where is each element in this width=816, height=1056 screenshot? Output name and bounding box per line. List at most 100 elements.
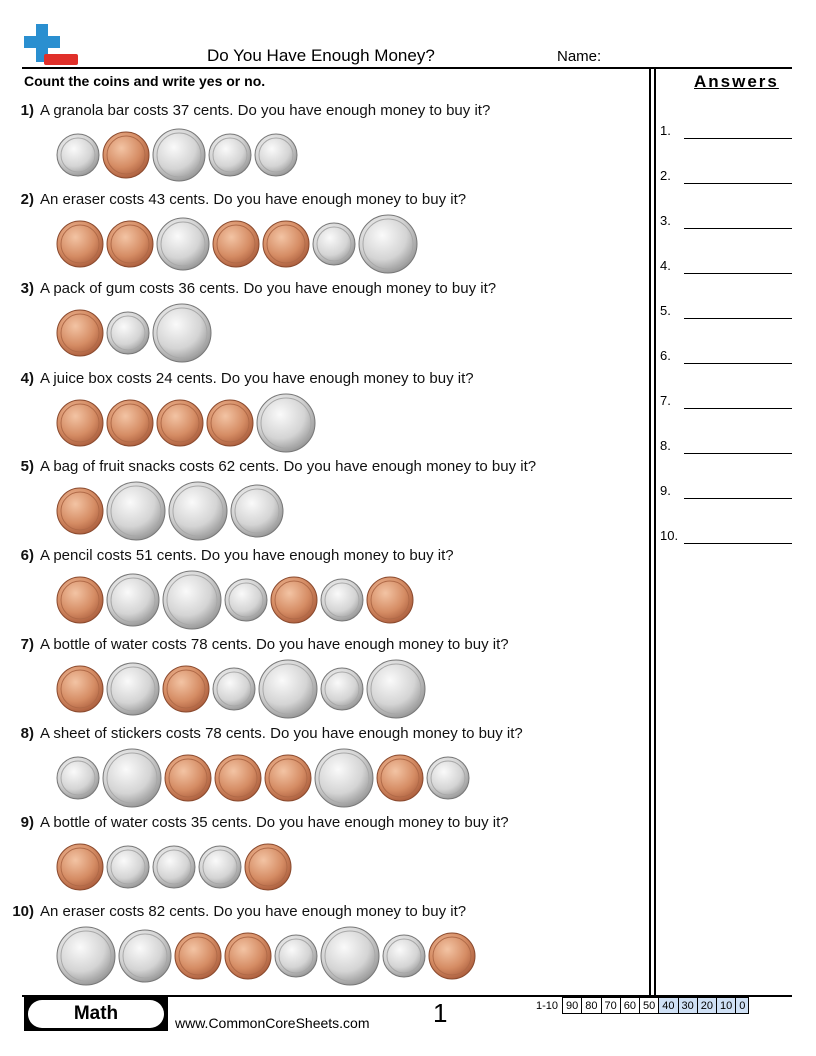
- coin: [156, 217, 210, 271]
- question-text: An eraser costs 82 cents. Do you have en…: [40, 903, 467, 920]
- coin-rim: [110, 666, 156, 712]
- answer-line: [684, 318, 792, 319]
- coin-rim: [60, 669, 100, 709]
- answer-line: [684, 498, 792, 499]
- answers-title: Answers: [694, 72, 779, 91]
- coin-rim: [258, 137, 294, 173]
- question-text: A bottle of water costs 35 cents. Do you…: [40, 814, 509, 831]
- coin: [314, 748, 374, 808]
- coin-rim: [166, 669, 206, 709]
- score-cell: 90: [562, 997, 583, 1014]
- question: 4) A juice box costs 24 cents. Do you hav…: [6, 370, 474, 387]
- coin-rim: [324, 930, 376, 982]
- coin: [102, 748, 162, 808]
- coin: [212, 220, 260, 268]
- coin-rim: [386, 938, 422, 974]
- answer-line: [684, 273, 792, 274]
- coin-rim: [156, 307, 208, 359]
- question-number: 10): [12, 903, 34, 920]
- coin-rim: [110, 849, 146, 885]
- coin-rim: [274, 580, 314, 620]
- coin: [224, 932, 272, 980]
- score-cell: 40: [658, 997, 679, 1014]
- coin-rim: [216, 671, 252, 707]
- coin: [224, 578, 268, 622]
- coin: [56, 399, 104, 447]
- question-text: An eraser costs 43 cents. Do you have en…: [40, 191, 467, 208]
- score-cell: 60: [619, 997, 641, 1014]
- coin: [56, 926, 116, 986]
- title: Do You Have Enough Money?: [207, 46, 435, 65]
- coin-rim: [278, 938, 314, 974]
- coin-rim: [432, 936, 472, 976]
- answer-line: [684, 543, 792, 544]
- answer-number: 3.: [660, 213, 671, 228]
- coin: [152, 303, 212, 363]
- answer-number: 6.: [660, 348, 671, 363]
- coin-rim: [370, 580, 410, 620]
- question-text: A pack of gum costs 36 cents. Do you hav…: [40, 280, 497, 297]
- page-number: 1: [433, 998, 448, 1028]
- question-number: 9): [20, 814, 34, 831]
- coin-rim: [60, 137, 96, 173]
- coin: [258, 659, 318, 719]
- coin-rim: [324, 582, 360, 618]
- score-label: 1-10: [536, 999, 559, 1012]
- coin: [106, 662, 160, 716]
- coin: [214, 754, 262, 802]
- coin-rim: [178, 936, 218, 976]
- coin: [56, 576, 104, 624]
- question-text: A bottle of water costs 78 cents. Do you…: [40, 636, 509, 653]
- divider: [649, 67, 651, 996]
- coin: [274, 934, 318, 978]
- question-number: 7): [20, 636, 34, 653]
- coin: [56, 133, 100, 177]
- question: 7) A bottle of water costs 78 cents. Do y…: [6, 636, 509, 653]
- coin-rim: [430, 760, 466, 796]
- score-cell: 20: [696, 997, 718, 1014]
- coin: [376, 754, 424, 802]
- url: www.CommonCoreSheets.com: [175, 1015, 370, 1031]
- answer-number: 4.: [660, 258, 671, 273]
- coin-rim: [60, 580, 100, 620]
- coin: [208, 133, 252, 177]
- question-number: 2): [20, 191, 34, 208]
- coin-rim: [260, 397, 312, 449]
- coin-rim: [262, 663, 314, 715]
- coin-rim: [110, 224, 150, 264]
- coin-rim: [60, 847, 100, 887]
- coin: [56, 665, 104, 713]
- coin-rim: [216, 224, 256, 264]
- coin: [106, 481, 166, 541]
- coin-rim: [106, 135, 146, 175]
- footer-rule: [22, 995, 792, 997]
- coin: [162, 570, 222, 630]
- coin: [162, 665, 210, 713]
- coin: [320, 578, 364, 622]
- instructions: Count the coins and write yes or no.: [24, 73, 266, 89]
- coin: [320, 926, 380, 986]
- question-text: A bag of fruit snacks costs 62 cents. Do…: [40, 458, 537, 475]
- coin-rim: [110, 577, 156, 623]
- coin: [270, 576, 318, 624]
- score-cell: 10: [716, 997, 737, 1014]
- coin-rim: [168, 758, 208, 798]
- answer-number: 5.: [660, 303, 671, 318]
- coin-rim: [370, 663, 422, 715]
- question: 8) A sheet of stickers costs 78 cents. Do…: [6, 725, 523, 742]
- answer-line: [684, 228, 792, 229]
- coin: [366, 576, 414, 624]
- score-cell: 30: [677, 997, 698, 1014]
- coin-rim: [268, 758, 308, 798]
- coin: [212, 667, 256, 711]
- coin: [262, 220, 310, 268]
- question-text: A granola bar costs 37 cents. Do you hav…: [40, 102, 491, 119]
- coin: [106, 399, 154, 447]
- subject: Math: [28, 1000, 164, 1028]
- coin: [106, 311, 150, 355]
- coin: [426, 756, 470, 800]
- score-cell: 80: [581, 997, 602, 1014]
- coin-rim: [228, 582, 264, 618]
- question: 1) A granola bar costs 37 cents. Do you h…: [6, 102, 491, 119]
- coin-rim: [60, 491, 100, 531]
